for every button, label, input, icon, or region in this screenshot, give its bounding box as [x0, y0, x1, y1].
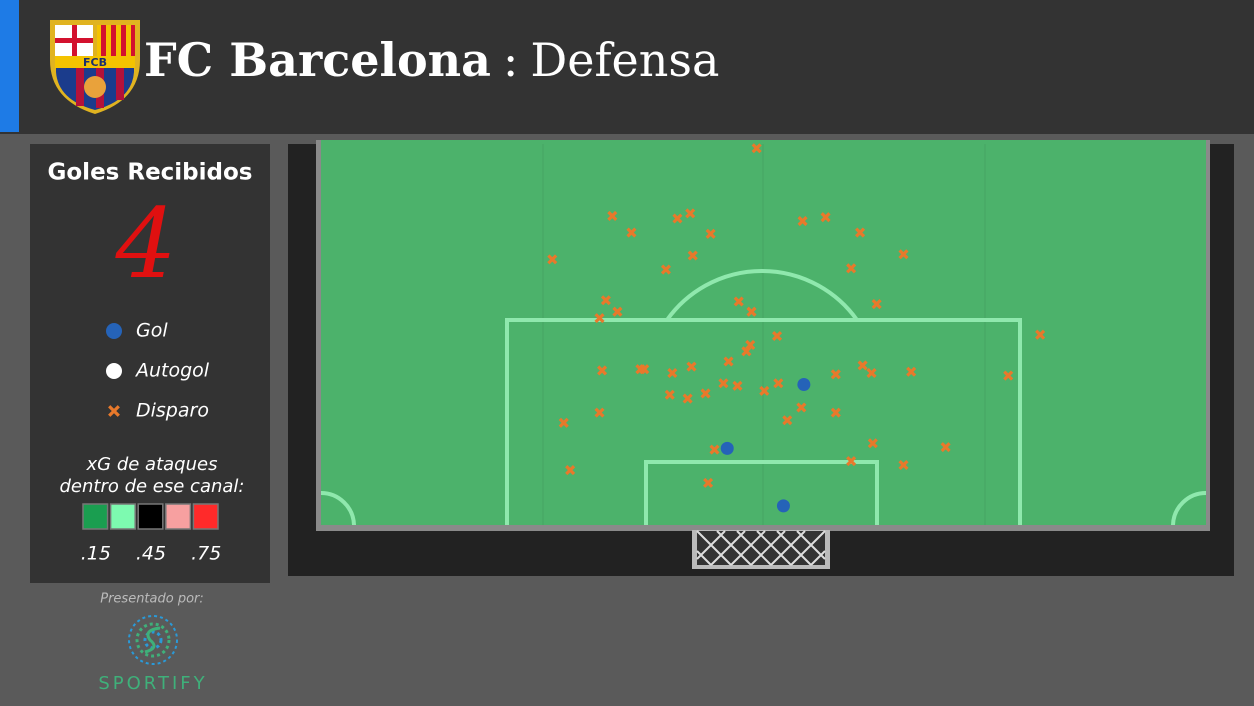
legend-label: Autogol	[134, 360, 210, 382]
pitch-markings	[320, 269, 1207, 526]
shot-marker	[687, 250, 698, 261]
shot-marker	[547, 254, 558, 265]
scale-title: dentro de ese canal:	[59, 476, 244, 497]
goal-net	[692, 530, 830, 569]
shot-marker	[600, 295, 611, 306]
shot-marker	[746, 306, 757, 317]
shot-marker	[723, 356, 734, 367]
legend: Gol Autogol Disparo	[106, 320, 210, 422]
shot-map	[547, 143, 1046, 513]
goal-marker	[720, 441, 734, 455]
club-crest: FCB	[50, 20, 140, 114]
shot-marker	[1003, 370, 1014, 381]
scale-swatch	[82, 503, 109, 530]
goal-marker	[797, 378, 811, 392]
shot-marker	[703, 477, 714, 488]
shot-marker	[797, 216, 808, 227]
scale-label: .75	[191, 543, 221, 565]
shot-marker	[732, 380, 743, 391]
scale-label: .15	[81, 543, 111, 565]
legend-marker	[106, 363, 122, 379]
shot-marker	[664, 389, 675, 400]
shot-marker	[718, 378, 729, 389]
sponsor-name: SPORTIFY	[98, 673, 207, 694]
presented-by: Presentado por:	[100, 592, 204, 607]
section-name: Defensa	[530, 33, 719, 87]
shot-marker	[782, 415, 793, 426]
shot-marker	[672, 213, 683, 224]
shot-marker	[565, 465, 576, 476]
shot-marker	[898, 459, 909, 471]
scale-swatch	[192, 503, 219, 530]
legend-label: Disparo	[136, 400, 209, 422]
shot-marker	[558, 417, 569, 428]
legend-marker	[106, 323, 122, 339]
shot-marker	[685, 208, 696, 219]
shot-marker	[867, 438, 878, 449]
shot-marker	[820, 212, 831, 223]
shot-marker	[846, 263, 857, 274]
shot-marker	[830, 407, 841, 418]
shot-marker	[709, 444, 720, 455]
svg-text:FCB: FCB	[83, 56, 107, 69]
shot-marker	[1035, 329, 1046, 340]
sidebar-title: Goles Recibidos	[48, 160, 253, 186]
goal-marker	[776, 499, 790, 513]
page-title: FC Barcelona: Defensa	[144, 33, 719, 87]
shot-marker	[751, 143, 762, 154]
shot-marker	[660, 264, 671, 275]
shot-marker	[667, 367, 678, 379]
shot-marker	[830, 369, 841, 380]
shot-marker	[898, 249, 909, 260]
shot-marker	[741, 346, 752, 357]
shot-marker	[855, 227, 866, 238]
shot-marker	[733, 296, 744, 307]
shot-marker	[846, 456, 857, 467]
sponsor-logo	[128, 615, 178, 665]
shot-marker	[594, 313, 605, 324]
color-scale: .15 .45 .75	[81, 503, 221, 565]
shot-marker	[866, 367, 877, 379]
shot-marker	[906, 366, 917, 377]
shot-marker	[857, 360, 868, 371]
shot-marker	[597, 365, 608, 376]
team-name: FC Barcelona	[144, 33, 491, 87]
shot-marker	[594, 407, 605, 418]
shot-marker	[796, 402, 807, 413]
scale-swatch	[137, 503, 164, 530]
shot-marker	[772, 330, 783, 342]
shot-marker	[871, 299, 882, 310]
shot-marker	[700, 388, 711, 399]
shot-marker	[773, 378, 784, 389]
scale-label: .45	[136, 543, 166, 565]
scale-title: xG de ataques	[86, 454, 218, 475]
shot-marker	[682, 393, 693, 404]
accent-bar	[0, 0, 19, 132]
shot-marker	[686, 361, 697, 372]
goals-count: 4	[114, 188, 176, 300]
legend-label: Gol	[136, 320, 168, 342]
shot-marker	[759, 385, 770, 396]
shot-marker	[612, 306, 623, 317]
shot-marker	[705, 228, 716, 239]
title-separator: :	[503, 33, 519, 87]
shot-marker	[639, 364, 650, 375]
shot-marker	[940, 442, 951, 453]
legend-marker	[108, 405, 120, 417]
scale-swatch	[165, 503, 192, 530]
shot-marker	[745, 339, 756, 350]
shot-marker	[626, 227, 637, 238]
shot-marker	[607, 210, 618, 221]
header	[0, 0, 1254, 134]
scale-swatch	[109, 503, 136, 530]
